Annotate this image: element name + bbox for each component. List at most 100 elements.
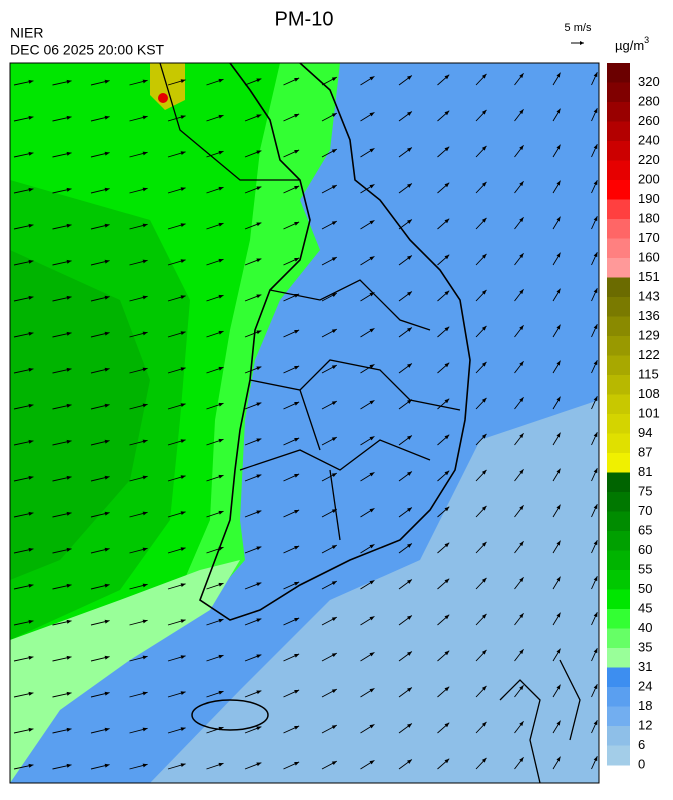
wind-arrow-head bbox=[66, 439, 72, 444]
wind-arrow-head bbox=[331, 761, 337, 766]
wind-arrow-head bbox=[519, 757, 524, 763]
colorbar-label: 122 bbox=[638, 347, 660, 362]
wind-arrow-head bbox=[256, 366, 262, 371]
wind-arrow-head bbox=[331, 437, 337, 442]
wind-scale-head bbox=[580, 41, 584, 45]
wind-arrow-head bbox=[294, 401, 300, 406]
wind-arrow-head bbox=[104, 295, 110, 300]
wind-arrow-head bbox=[104, 367, 110, 372]
colorbar-label: 320 bbox=[638, 74, 660, 89]
colorbar-box bbox=[607, 570, 630, 590]
wind-arrow-head bbox=[556, 216, 561, 222]
colorbar-label: 200 bbox=[638, 171, 660, 186]
wind-arrow-head bbox=[407, 471, 412, 476]
pm-region-31 bbox=[10, 560, 240, 783]
wind-arrow-head bbox=[104, 79, 110, 84]
wind-arrow-head bbox=[593, 468, 598, 474]
jeju-island bbox=[191, 699, 269, 731]
wind-arrow-head bbox=[519, 289, 524, 295]
wind-arrow-head bbox=[28, 259, 34, 264]
wind-arrow-head bbox=[556, 252, 561, 258]
wind-arrow-head bbox=[218, 510, 224, 515]
wind-arrow-head bbox=[256, 582, 262, 587]
wind-arrow-head bbox=[481, 289, 487, 295]
wind-arrow-head bbox=[256, 150, 262, 155]
wind-arrow-head bbox=[519, 685, 524, 691]
wind-arrow-head bbox=[407, 111, 412, 116]
wind-arrow-head bbox=[294, 185, 300, 190]
japan-coast bbox=[499, 659, 581, 783]
wind-arrow-head bbox=[294, 581, 300, 586]
wind-arrow-head bbox=[180, 367, 186, 372]
wind-arrow-head bbox=[556, 360, 561, 366]
wind-arrow-head bbox=[142, 475, 148, 480]
wind-arrow-head bbox=[256, 474, 262, 479]
wind-arrow-head bbox=[256, 78, 262, 83]
colorbar-label: 151 bbox=[638, 269, 660, 284]
wind-arrow-head bbox=[294, 365, 300, 370]
wind-arrow-head bbox=[481, 613, 487, 619]
colorbar-label: 87 bbox=[638, 444, 652, 459]
wind-arrow-head bbox=[407, 759, 412, 764]
wind-arrow-head bbox=[556, 432, 561, 438]
colorbar-box bbox=[607, 492, 630, 512]
wind-arrow-head bbox=[256, 258, 262, 263]
wind-arrow-head bbox=[256, 690, 262, 695]
wind-arrow-head bbox=[294, 617, 300, 622]
wind-arrow-head bbox=[369, 184, 375, 189]
wind-arrow-head bbox=[142, 367, 148, 372]
colorbar-label: 81 bbox=[638, 464, 652, 479]
wind-arrow-head bbox=[28, 331, 34, 336]
wind-arrow-head bbox=[369, 652, 375, 657]
wind-arrow-head bbox=[28, 691, 34, 696]
wind-arrow-head bbox=[104, 115, 110, 120]
wind-arrow-head bbox=[444, 434, 450, 440]
wind-arrow-head bbox=[218, 546, 224, 551]
wind-arrow-head bbox=[294, 293, 300, 298]
wind-arrow-head bbox=[593, 288, 598, 294]
wind-arrow-head bbox=[331, 473, 337, 478]
wind-arrow-head bbox=[294, 725, 300, 730]
wind-arrow-head bbox=[481, 541, 487, 547]
wind-arrow-head bbox=[369, 616, 375, 621]
wind-arrow-head bbox=[180, 259, 186, 264]
colorbar-box bbox=[607, 550, 630, 571]
wind-arrow-head bbox=[104, 763, 110, 768]
wind-arrow-head bbox=[28, 727, 34, 732]
colorbar-label: 180 bbox=[638, 210, 660, 225]
wind-arrow-head bbox=[66, 475, 72, 480]
wind-arrow-head bbox=[407, 543, 412, 548]
wind-arrow-head bbox=[142, 727, 148, 732]
wind-arrow-head bbox=[28, 475, 34, 480]
colorbar-label: 70 bbox=[638, 503, 652, 518]
wind-arrow-head bbox=[593, 756, 598, 762]
colorbar-box bbox=[607, 609, 630, 629]
wind-arrow-head bbox=[593, 720, 598, 726]
wind-arrow-head bbox=[294, 77, 300, 82]
wind-arrow-head bbox=[444, 218, 450, 224]
wind-arrow-head bbox=[28, 187, 34, 192]
wind-arrow-head bbox=[444, 542, 450, 548]
wind-arrows bbox=[13, 72, 598, 770]
unit-text: µg/m bbox=[615, 38, 644, 53]
wind-arrow-head bbox=[104, 331, 110, 336]
wind-arrow-head bbox=[142, 691, 148, 696]
unit-superscript: 3 bbox=[644, 35, 649, 45]
wind-arrow-head bbox=[593, 396, 598, 402]
wind-arrow-head bbox=[104, 403, 110, 408]
wind-arrow-head bbox=[294, 437, 300, 442]
wind-arrow-head bbox=[519, 649, 524, 655]
wind-arrow-head bbox=[104, 547, 110, 552]
wind-arrow-head bbox=[444, 722, 450, 728]
wind-arrow-head bbox=[444, 290, 450, 296]
wind-arrow-head bbox=[294, 545, 300, 550]
colorbar-label: 40 bbox=[638, 620, 652, 635]
wind-arrow-head bbox=[444, 110, 450, 116]
wind-arrow-head bbox=[104, 223, 110, 228]
colorbar-box bbox=[607, 648, 630, 668]
colorbar-label: 45 bbox=[638, 600, 652, 615]
wind-arrow-head bbox=[593, 144, 598, 150]
wind-arrow-head bbox=[369, 76, 375, 81]
wind-arrow-head bbox=[28, 511, 34, 516]
wind-arrow-head bbox=[556, 288, 561, 294]
